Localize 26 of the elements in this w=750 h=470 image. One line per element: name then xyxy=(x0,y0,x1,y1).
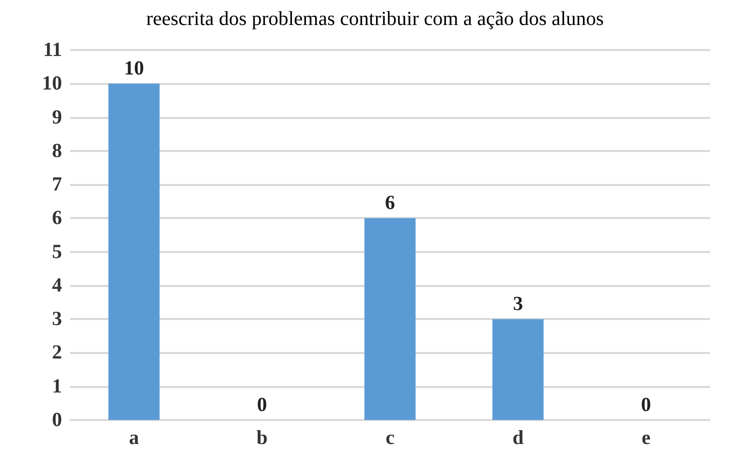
y-tick-label: 11 xyxy=(43,39,62,61)
data-label: 10 xyxy=(124,58,144,80)
y-tick-label: 9 xyxy=(52,106,62,128)
y-tick-label: 8 xyxy=(52,140,62,162)
y-tick-label: 5 xyxy=(52,240,62,263)
y-tick-label: 4 xyxy=(52,274,62,296)
data-label: 3 xyxy=(513,293,523,316)
bar xyxy=(108,84,160,420)
y-tick-label: 1 xyxy=(52,375,62,398)
x-tick-label: a xyxy=(129,427,139,449)
y-tick-label: 2 xyxy=(52,342,62,364)
x-tick-label: c xyxy=(386,427,395,449)
y-tick-label: 10 xyxy=(42,72,62,95)
x-tick-label: e xyxy=(642,427,651,449)
data-label: 0 xyxy=(641,394,651,416)
data-label: 0 xyxy=(257,394,267,416)
y-tick-label: 6 xyxy=(52,207,62,230)
y-tick-label: 3 xyxy=(52,308,62,330)
bar xyxy=(364,218,416,420)
y-tick-label: 0 xyxy=(52,409,62,431)
y-tick-label: 7 xyxy=(52,174,62,196)
chart-title: reescrita dos problemas contribuir com a ação dos alunos xyxy=(146,8,604,30)
bar xyxy=(492,319,544,420)
data-label: 6 xyxy=(385,192,395,214)
x-tick-label: d xyxy=(512,427,524,449)
x-tick-label: b xyxy=(256,427,268,449)
